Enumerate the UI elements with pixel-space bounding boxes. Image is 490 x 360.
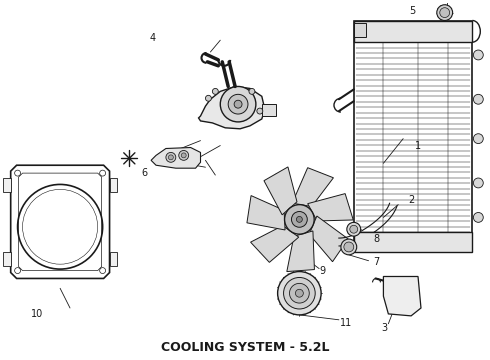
- Bar: [262, 104, 276, 116]
- Text: 7: 7: [373, 257, 380, 267]
- Circle shape: [278, 271, 321, 315]
- Circle shape: [205, 95, 211, 101]
- Bar: [354, 21, 472, 252]
- Bar: [354, 232, 472, 252]
- Circle shape: [290, 283, 309, 303]
- Polygon shape: [309, 216, 348, 262]
- Text: 9: 9: [319, 266, 325, 276]
- Polygon shape: [287, 231, 315, 271]
- Circle shape: [220, 86, 256, 122]
- Polygon shape: [3, 178, 11, 192]
- Circle shape: [473, 134, 483, 144]
- Polygon shape: [110, 252, 118, 266]
- Circle shape: [350, 225, 358, 233]
- Text: 1: 1: [415, 140, 421, 150]
- Circle shape: [473, 212, 483, 222]
- Text: 4: 4: [150, 33, 156, 43]
- Circle shape: [284, 278, 315, 309]
- Text: 3: 3: [381, 323, 388, 333]
- Text: 6: 6: [141, 168, 147, 178]
- Circle shape: [181, 153, 186, 158]
- Circle shape: [473, 94, 483, 104]
- Polygon shape: [264, 167, 297, 215]
- Circle shape: [341, 239, 357, 255]
- Text: COOLING SYSTEM - 5.2L: COOLING SYSTEM - 5.2L: [161, 341, 329, 354]
- Circle shape: [292, 212, 307, 227]
- Circle shape: [344, 242, 354, 252]
- Circle shape: [257, 108, 263, 114]
- Circle shape: [212, 89, 219, 94]
- Polygon shape: [110, 178, 118, 192]
- Text: 10: 10: [31, 309, 44, 319]
- Circle shape: [179, 150, 189, 160]
- Polygon shape: [383, 276, 421, 316]
- Circle shape: [347, 222, 361, 236]
- Polygon shape: [247, 195, 285, 230]
- Circle shape: [234, 100, 242, 108]
- Text: 5: 5: [409, 6, 415, 15]
- Circle shape: [295, 289, 303, 297]
- Circle shape: [473, 178, 483, 188]
- Circle shape: [166, 152, 176, 162]
- Circle shape: [249, 89, 255, 94]
- Polygon shape: [198, 86, 265, 129]
- Polygon shape: [308, 194, 353, 221]
- Circle shape: [228, 94, 248, 114]
- Circle shape: [169, 155, 173, 160]
- Circle shape: [440, 8, 450, 18]
- Text: 8: 8: [373, 234, 380, 244]
- Text: 11: 11: [340, 318, 352, 328]
- Text: 2: 2: [408, 195, 414, 205]
- Bar: [354, 21, 472, 42]
- Polygon shape: [151, 148, 200, 168]
- Bar: [354, 23, 366, 37]
- Circle shape: [296, 216, 302, 222]
- Circle shape: [473, 50, 483, 60]
- Polygon shape: [250, 226, 299, 262]
- Circle shape: [285, 204, 314, 234]
- Polygon shape: [292, 168, 333, 207]
- Polygon shape: [3, 252, 11, 266]
- Circle shape: [437, 5, 453, 21]
